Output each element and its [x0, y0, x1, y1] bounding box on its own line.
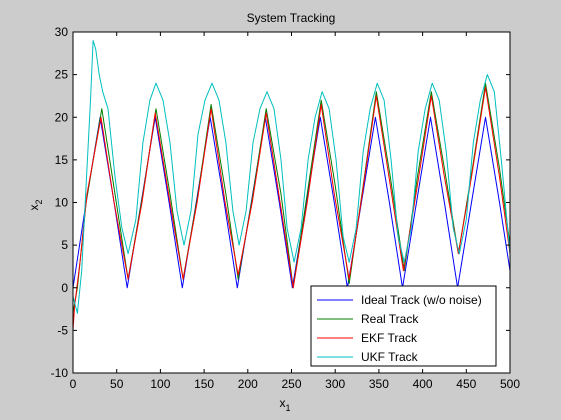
y-tick-label-3: 5 [61, 238, 68, 252]
y-axis-label: x2 [27, 199, 44, 210]
x-axis-label-sub: 1 [285, 403, 290, 413]
y-tick-label-2: 0 [61, 281, 68, 295]
x-tick-label-8: 400 [413, 377, 433, 391]
x-tick-label-0: 0 [70, 377, 77, 391]
series-line-3 [72, 40, 511, 314]
x-tick-label-10: 500 [500, 377, 520, 391]
x-tick-label-5: 250 [281, 377, 301, 391]
y-tick-label-7: 25 [55, 68, 69, 82]
y-axis-label-sub: 2 [34, 199, 44, 204]
x-tick-label-9: 450 [456, 377, 476, 391]
x-tick-label-7: 350 [369, 377, 389, 391]
x-axis-label: x1 [279, 396, 290, 413]
legend-label-0: Ideal Track (w/o noise) [361, 293, 482, 307]
legend-label-1: Real Track [361, 312, 419, 326]
x-tick-label-1: 50 [110, 377, 124, 391]
y-tick-label-5: 15 [55, 153, 69, 167]
tick-labels: 0 50 100 150 200 250 300 350 400 450 500 -10 -5 0 5 10 1… [51, 25, 521, 391]
x-tick-label-2: 100 [150, 377, 170, 391]
legend-box [310, 285, 497, 367]
legend-label-2: EKF Track [361, 331, 418, 345]
x-tick-label-6: 300 [325, 377, 345, 391]
y-tick-label-0: -10 [51, 366, 69, 380]
series-layer [72, 40, 511, 331]
y-tick-label-6: 20 [55, 110, 69, 124]
chart-title: System Tracking [247, 11, 336, 25]
legend-label-3: UKF Track [361, 350, 419, 364]
y-tick-label-8: 30 [55, 25, 69, 39]
y-axis-label-base: x [27, 205, 41, 211]
x-axis-label-base: x [279, 396, 285, 410]
y-tick-label-4: 10 [55, 196, 69, 210]
x-tick-label-3: 150 [194, 377, 214, 391]
series-line-2 [72, 86, 511, 331]
y-tick-label-1: -5 [57, 323, 68, 337]
x-tick-label-4: 200 [238, 377, 258, 391]
ticks-layer [72, 31, 511, 374]
legend: Ideal Track (w/o noise) Real Track EKF Tra… [310, 285, 497, 367]
